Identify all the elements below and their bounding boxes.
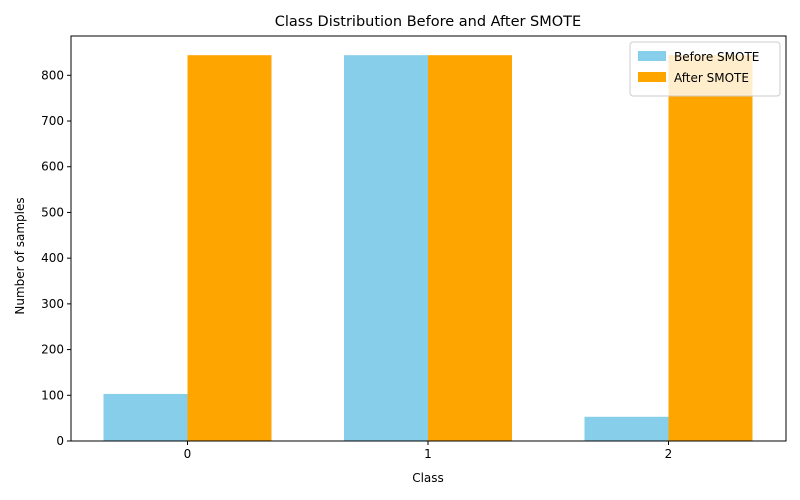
bar-after-smote-class-1 bbox=[428, 55, 512, 442]
y-tick-label-200: 200 bbox=[41, 343, 64, 357]
y-tick-label-400: 400 bbox=[41, 251, 64, 265]
y-axis-label: Number of samples bbox=[13, 197, 27, 314]
plot-area: 0 1 2 0 100 200 300 400 500 600 700 800 bbox=[41, 35, 787, 461]
x-tick-label-1: 1 bbox=[424, 447, 432, 461]
y-tick-label-100: 100 bbox=[41, 388, 64, 402]
bar-after-smote-class-2 bbox=[668, 55, 753, 442]
bar-before-smote-class-1 bbox=[344, 55, 428, 442]
y-tick-label-700: 700 bbox=[41, 114, 64, 128]
y-tick-label-0: 0 bbox=[56, 434, 64, 448]
y-tick-label-600: 600 bbox=[41, 160, 64, 174]
x-tick-label-2: 2 bbox=[665, 447, 673, 461]
y-tick-label-500: 500 bbox=[41, 205, 64, 219]
legend-label-after-smote: After SMOTE bbox=[674, 71, 749, 85]
y-tick-label-800: 800 bbox=[41, 68, 64, 82]
chart-title: Class Distribution Before and After SMOT… bbox=[275, 14, 581, 30]
x-axis-label: Class bbox=[412, 471, 444, 485]
bar-after-smote-class-0 bbox=[187, 55, 272, 442]
bar-before-smote-class-0 bbox=[103, 393, 188, 441]
legend-box bbox=[629, 41, 781, 97]
legend: Before SMOTE After SMOTE bbox=[629, 41, 781, 97]
legend-label-before-smote: Before SMOTE bbox=[674, 50, 759, 64]
legend-swatch-after-smote bbox=[638, 72, 666, 82]
x-tick-label-0: 0 bbox=[184, 447, 192, 461]
y-tick-label-300: 300 bbox=[41, 297, 64, 311]
legend-swatch-before-smote bbox=[638, 51, 666, 61]
bar-before-smote-class-2 bbox=[584, 416, 669, 441]
